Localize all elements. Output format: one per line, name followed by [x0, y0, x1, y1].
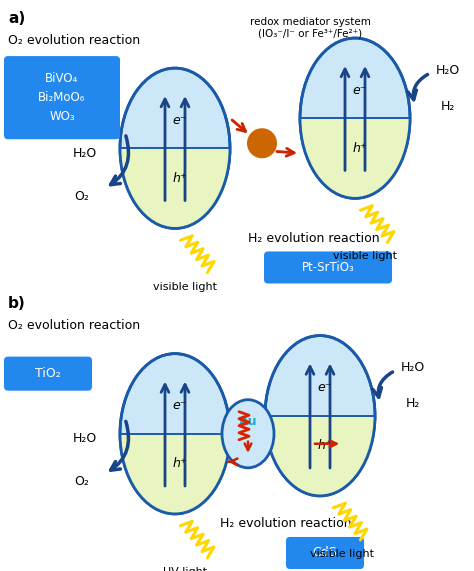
- Text: H₂O: H₂O: [73, 147, 97, 160]
- Text: e⁻: e⁻: [173, 114, 187, 127]
- Text: O₂ evolution reaction: O₂ evolution reaction: [8, 319, 140, 332]
- Polygon shape: [120, 434, 230, 514]
- Text: H₂O: H₂O: [401, 361, 425, 374]
- FancyBboxPatch shape: [4, 56, 120, 139]
- Text: a): a): [8, 10, 25, 26]
- Ellipse shape: [222, 400, 274, 468]
- Text: b): b): [8, 296, 26, 311]
- Text: e⁻: e⁻: [318, 381, 332, 394]
- Text: H₂O: H₂O: [436, 63, 460, 77]
- Text: O₂: O₂: [74, 475, 90, 488]
- Text: H₂: H₂: [441, 100, 455, 112]
- Ellipse shape: [120, 68, 230, 228]
- Text: H₂ evolution reaction: H₂ evolution reaction: [248, 232, 380, 245]
- Text: UV light: UV light: [163, 567, 207, 571]
- Text: h⁺: h⁺: [173, 172, 187, 185]
- Text: h⁺: h⁺: [318, 439, 332, 452]
- Text: H₂ evolution reaction: H₂ evolution reaction: [220, 517, 352, 530]
- Text: redox mediator system
(IO₃⁻/I⁻ or Fe³⁺/Fe²⁺): redox mediator system (IO₃⁻/I⁻ or Fe³⁺/F…: [250, 17, 371, 39]
- Text: h⁺: h⁺: [173, 457, 187, 471]
- Text: O₂: O₂: [74, 190, 90, 203]
- Ellipse shape: [265, 336, 375, 496]
- Polygon shape: [300, 118, 410, 198]
- Text: e⁻: e⁻: [353, 84, 367, 96]
- Ellipse shape: [120, 353, 230, 514]
- FancyBboxPatch shape: [286, 537, 364, 569]
- Text: e⁻: e⁻: [173, 399, 187, 412]
- Polygon shape: [120, 148, 230, 228]
- Text: O₂ evolution reaction: O₂ evolution reaction: [8, 34, 140, 47]
- Text: BiVO₄
Bi₂MoO₆
WO₃: BiVO₄ Bi₂MoO₆ WO₃: [38, 72, 86, 123]
- Text: H₂: H₂: [406, 397, 420, 410]
- Ellipse shape: [300, 38, 410, 198]
- Text: CdS: CdS: [313, 546, 337, 560]
- Text: visible light: visible light: [333, 251, 397, 262]
- Text: Pt-SrTiO₃: Pt-SrTiO₃: [301, 261, 355, 274]
- Text: H₂O: H₂O: [73, 432, 97, 445]
- Text: Au: Au: [239, 415, 257, 428]
- FancyBboxPatch shape: [4, 357, 92, 391]
- Text: h⁺: h⁺: [353, 142, 367, 155]
- Text: TiO₂: TiO₂: [35, 367, 61, 380]
- Text: visible light: visible light: [310, 549, 374, 559]
- Text: visible light: visible light: [153, 282, 217, 292]
- FancyBboxPatch shape: [264, 251, 392, 283]
- Polygon shape: [265, 416, 375, 496]
- Ellipse shape: [247, 128, 277, 158]
